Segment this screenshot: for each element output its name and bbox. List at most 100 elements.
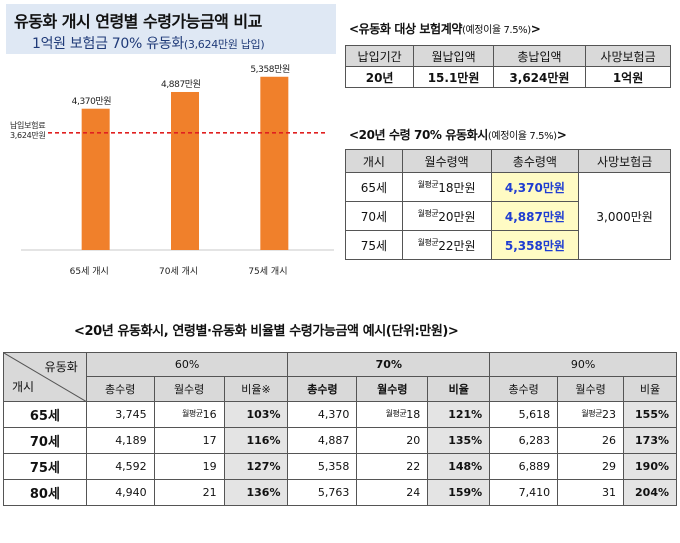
pension-monthly-value: 20만원	[438, 209, 476, 224]
group-header-60: 60%	[85, 352, 289, 377]
cell-total: 4,940	[85, 479, 155, 506]
sub-header-total: 총수령	[85, 376, 155, 402]
monthly-avg-prefix: 월평균	[417, 208, 439, 218]
pension-title-note: (예정이율 7.5%)	[487, 131, 557, 142]
bar-chart: 4,370만원 65세 개시 4,887만원 70세 개시 5,358만원 75세 개시 납…	[6, 56, 336, 286]
cell-monthly-value: 23	[601, 408, 616, 421]
cell-total: 3,745	[85, 401, 155, 428]
ratio-table: 유동화 개시 60% 70% 90% 총수령 월수령 비율※ 총수령 월수령 비…	[3, 352, 678, 506]
sub-header-ratio: 비율※	[223, 376, 289, 402]
chart-title: 유동화 개시 연령별 수령가능금액 비교	[14, 12, 262, 31]
chart-subtitle-paren: (3,624만원 납입)	[183, 38, 265, 51]
monthly-avg-prefix: 월평균	[385, 409, 407, 418]
chart-subtitle-main: 1억원 보험금 70% 유동화	[32, 36, 184, 52]
cell-total: 5,618	[489, 401, 559, 428]
cell-monthly: 26	[557, 427, 624, 454]
cell-total: 4,887	[287, 427, 358, 454]
cell-monthly: 24	[356, 479, 429, 506]
chart-title-box: 유동화 개시 연령별 수령가능금액 비교 1억원 보험금 70% 유동화(3,6…	[6, 4, 336, 54]
table-row: 70세 4,189 17 116% 4,887 20 135% 6,283 26…	[3, 427, 678, 454]
pension-monthly: 월평균22만원	[401, 230, 492, 260]
corner-top-label: 유동화	[44, 360, 78, 374]
pension-title-text: <20년 수령 70% 유동화시	[349, 128, 488, 142]
row-age: 75세	[3, 453, 87, 480]
cell-ratio: 116%	[223, 427, 289, 454]
cell-total: 4,370	[287, 401, 358, 428]
cell-ratio: 103%	[223, 401, 289, 428]
cell-ratio: 204%	[622, 479, 678, 506]
contract-header-total: 총납입액	[492, 45, 587, 67]
sub-header-monthly: 월수령	[153, 376, 225, 402]
bar-2	[260, 76, 289, 250]
table-row: 75세 4,592 19 127% 5,358 22 148% 6,889 29…	[3, 453, 678, 480]
pension-header-age: 개시	[345, 149, 403, 173]
row-age: 65세	[3, 401, 87, 428]
monthly-avg-prefix: 월평균	[417, 179, 439, 189]
row-age: 70세	[3, 427, 87, 454]
cell-monthly: 월평균23	[557, 401, 624, 428]
cell-ratio: 136%	[223, 479, 289, 506]
cell-ratio: 127%	[223, 453, 289, 480]
reference-label-line2: 3,624만원	[10, 130, 46, 140]
contract-title-text: <유동화 대상 보험계약	[349, 22, 462, 36]
group-header-90: 90%	[489, 352, 677, 377]
cell-total: 4,592	[85, 453, 155, 480]
pension-header-monthly: 월수령액	[401, 149, 492, 173]
contract-title-end: >	[530, 22, 541, 36]
cell-ratio: 159%	[427, 479, 491, 506]
cell-monthly: 29	[557, 453, 624, 480]
sub-header-monthly: 월수령	[557, 376, 624, 402]
x-tick-label: 75세 개시	[248, 267, 288, 277]
contract-table: 납입기간 월납입액 총납입액 사망보험금 20년 15.1만원 3,624만원 …	[344, 45, 671, 88]
pension-header-death: 사망보험금	[578, 149, 671, 173]
contract-monthly: 15.1만원	[413, 66, 494, 88]
pension-age: 75세	[345, 230, 403, 260]
monthly-avg-prefix: 월평균	[581, 409, 602, 418]
monthly-avg-prefix: 월평균	[181, 409, 203, 418]
cell-monthly: 17	[153, 427, 225, 454]
bar-value-label: 4,370만원	[71, 96, 112, 107]
pension-total: 4,887만원	[490, 201, 580, 231]
sub-header-monthly: 월수령	[356, 376, 429, 402]
pension-age: 65세	[345, 172, 403, 202]
cell-ratio: 135%	[427, 427, 491, 454]
table-row: 80세 4,940 21 136% 5,763 24 159% 7,410 31…	[3, 479, 678, 506]
cell-ratio: 148%	[427, 453, 491, 480]
pension-section-title: <20년 수령 70% 유동화시(예정이율 7.5%)>	[349, 126, 567, 143]
pension-monthly-value: 18만원	[438, 180, 476, 195]
contract-total: 3,624만원	[492, 66, 587, 88]
pension-header-total: 총수령액	[490, 149, 580, 173]
sub-header-total: 총수령	[287, 376, 358, 402]
group-header-70: 70%	[287, 352, 491, 377]
contract-header-period: 납입기간	[344, 45, 415, 67]
reference-line-label: 납입보험료 3,624만원	[10, 121, 46, 141]
cell-ratio: 155%	[622, 401, 678, 428]
cell-monthly: 19	[153, 453, 225, 480]
cell-total: 5,358	[287, 453, 358, 480]
pension-title-end: >	[556, 128, 567, 142]
cell-total: 5,763	[287, 479, 358, 506]
pension-table: 개시 월수령액 총수령액 사망보험금 65세 월평균18만원 4,370만원 3…	[345, 149, 671, 260]
pension-monthly-value: 22만원	[438, 238, 476, 253]
x-tick-label: 70세 개시	[159, 267, 199, 277]
contract-period: 20년	[344, 66, 415, 88]
monthly-avg-prefix: 월평균	[417, 237, 439, 247]
cell-total: 6,283	[489, 427, 559, 454]
cell-ratio: 121%	[427, 401, 491, 428]
sub-header-ratio: 비율	[427, 376, 491, 402]
chart-subtitle: 1억원 보험금 70% 유동화(3,624만원 납입)	[32, 33, 265, 53]
pension-monthly: 월평균20만원	[401, 201, 492, 231]
cell-monthly: 20	[356, 427, 429, 454]
x-tick-label: 65세 개시	[69, 267, 109, 277]
pension-total: 4,370만원	[490, 172, 580, 202]
cell-monthly-value: 16	[202, 408, 217, 421]
cell-monthly: 월평균18	[356, 401, 429, 428]
contract-death: 1억원	[585, 66, 671, 88]
cell-ratio: 190%	[622, 453, 678, 480]
reference-label-line1: 납입보험료	[10, 120, 46, 130]
sub-header-ratio: 비율	[622, 376, 678, 402]
corner-bottom-label: 개시	[12, 380, 35, 394]
big-table-title: <20년 유동화시, 연령별·유동화 비율별 수령가능금액 예시(단위:만원)>	[74, 324, 459, 339]
bar-1	[171, 91, 199, 250]
cell-ratio: 173%	[622, 427, 678, 454]
